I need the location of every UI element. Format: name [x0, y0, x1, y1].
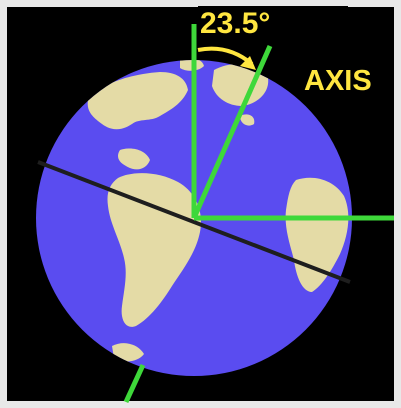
greenland-shape: [212, 63, 269, 106]
tilt-angle-label: 23.5°: [200, 7, 271, 40]
rotation-axis-line: [191, 44, 273, 220]
north-america-shape: [87, 72, 188, 130]
iceland-shape: [240, 114, 255, 126]
label-backdrop: [198, 6, 348, 46]
rotation-axis-south-stub: [123, 363, 146, 404]
south-america-shape: [107, 173, 202, 327]
central-america-shape: [118, 148, 150, 170]
antarctica-shape: [112, 343, 144, 362]
tilt-angle-arrowhead: [240, 56, 256, 70]
continents: [87, 60, 349, 362]
equator-line: [37, 160, 351, 284]
axis-label: AXIS: [304, 65, 372, 97]
